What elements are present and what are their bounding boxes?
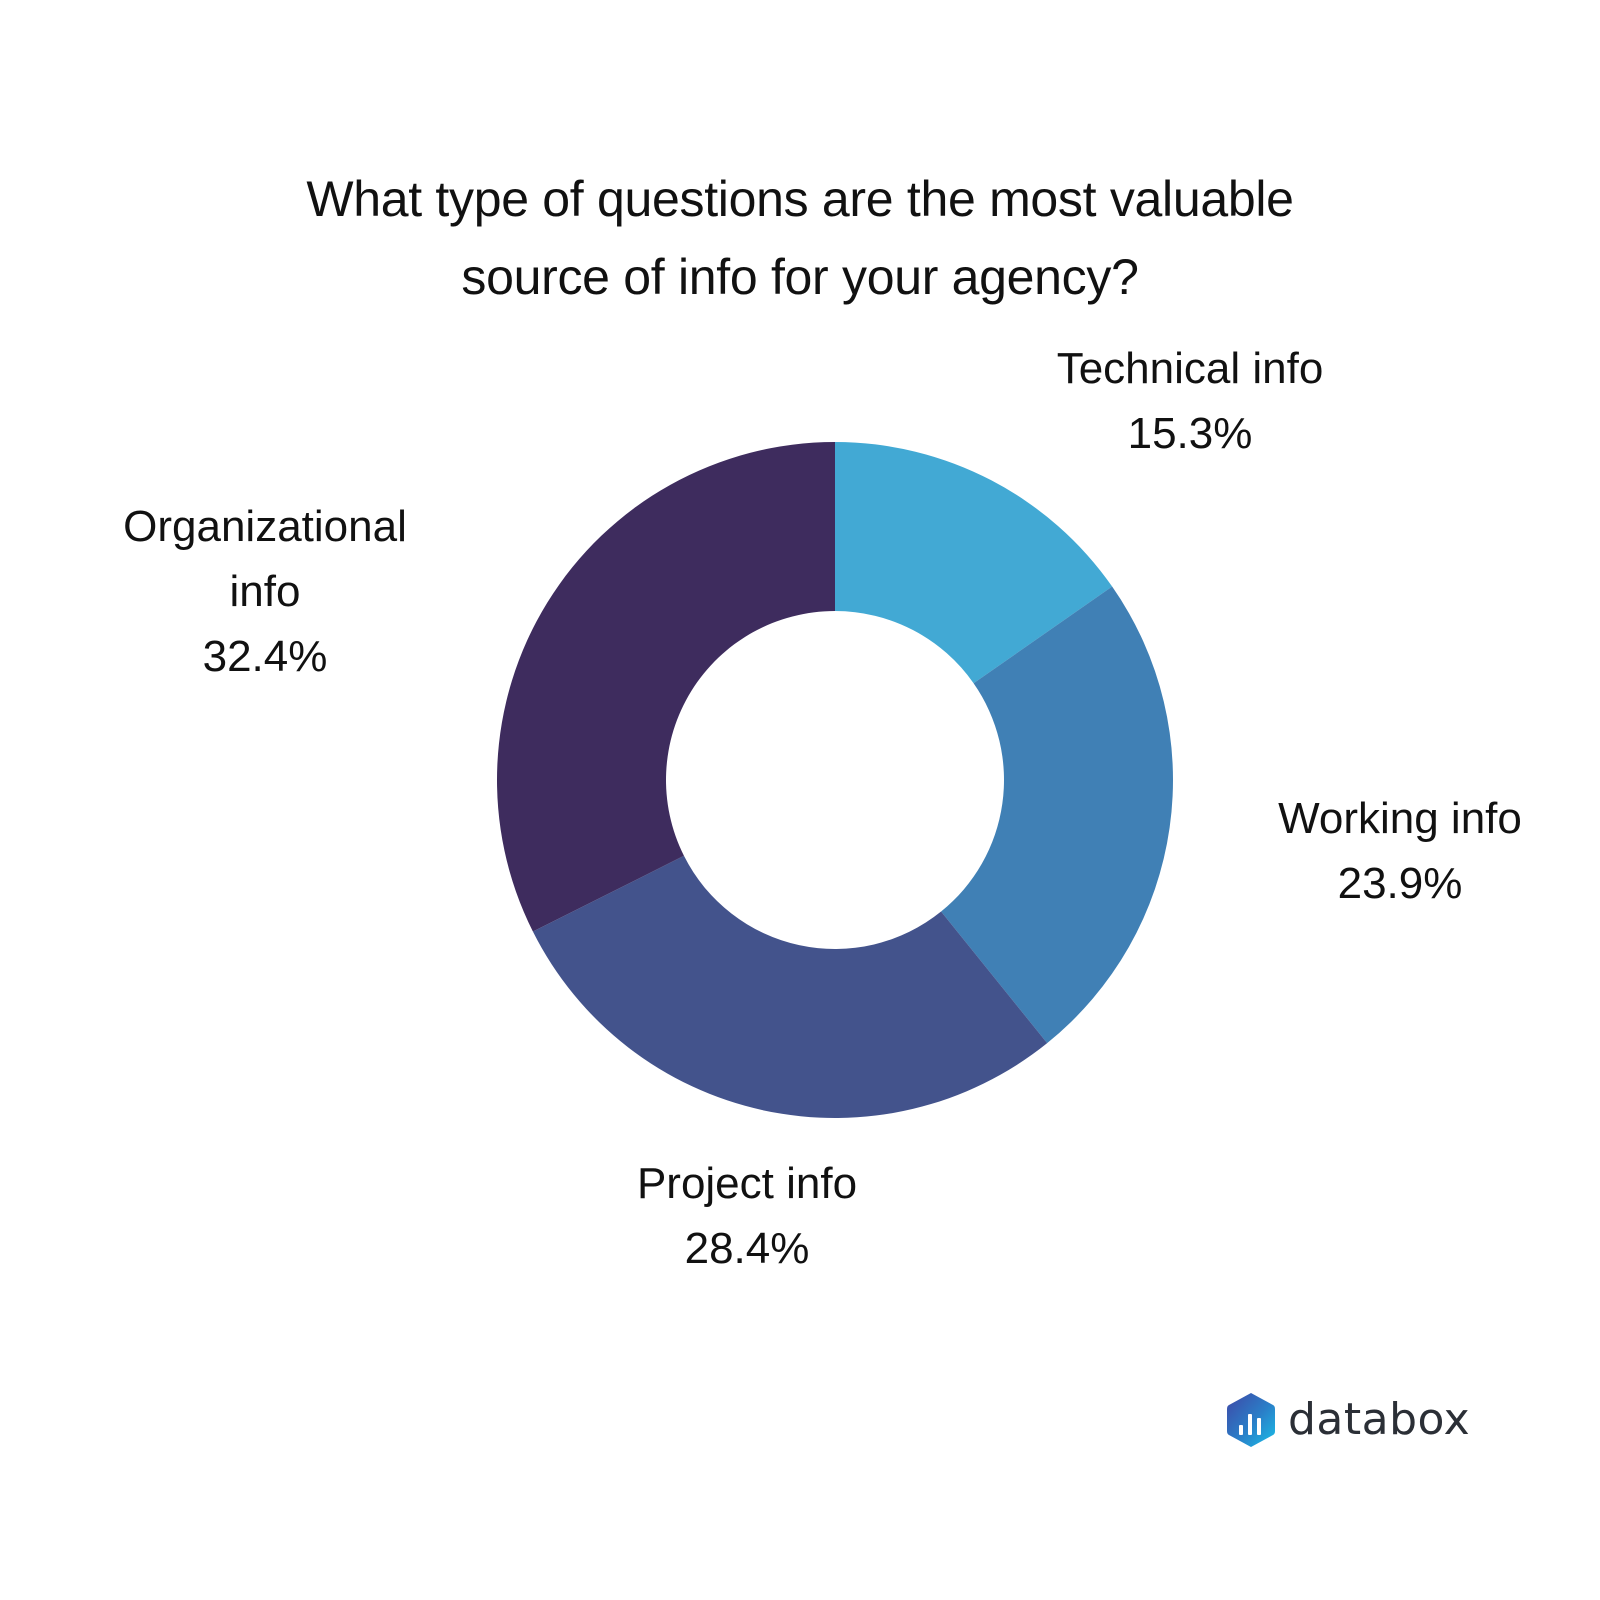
label-project-name: Project info <box>636 1159 858 1208</box>
label-working-value: 23.9% <box>1337 859 1463 908</box>
slice-working-info <box>941 586 1173 1044</box>
slice-organizational-info <box>497 442 835 932</box>
databox-wordmark: databox <box>1288 1394 1471 1445</box>
label-organizational-name-2: info <box>229 567 301 616</box>
label-organizational-name-1: Organizational <box>123 502 407 551</box>
label-technical-value: 15.3% <box>1127 409 1253 458</box>
slice-technical-info <box>835 442 1113 684</box>
label-technical-info: Technical info 15.3% <box>1040 336 1340 466</box>
label-project-value: 28.4% <box>684 1224 810 1273</box>
slice-project-info <box>532 855 1048 1118</box>
chart-title-line-2: source of info for your agency? <box>461 249 1139 305</box>
label-working-info: Working info 23.9% <box>1260 786 1540 916</box>
databox-logo: databox <box>1226 1392 1470 1448</box>
databox-hexagon-bar-chart-icon <box>1227 1393 1275 1447</box>
label-technical-name: Technical info <box>1056 344 1324 393</box>
label-organizational-value: 32.4% <box>202 632 328 681</box>
label-project-info: Project info 28.4% <box>607 1151 887 1281</box>
chart-title: What type of questions are the most valu… <box>0 160 1600 316</box>
label-organizational-info: Organizational info 32.4% <box>105 494 425 689</box>
chart-title-line-1: What type of questions are the most valu… <box>306 171 1294 227</box>
label-working-name: Working info <box>1278 794 1522 843</box>
